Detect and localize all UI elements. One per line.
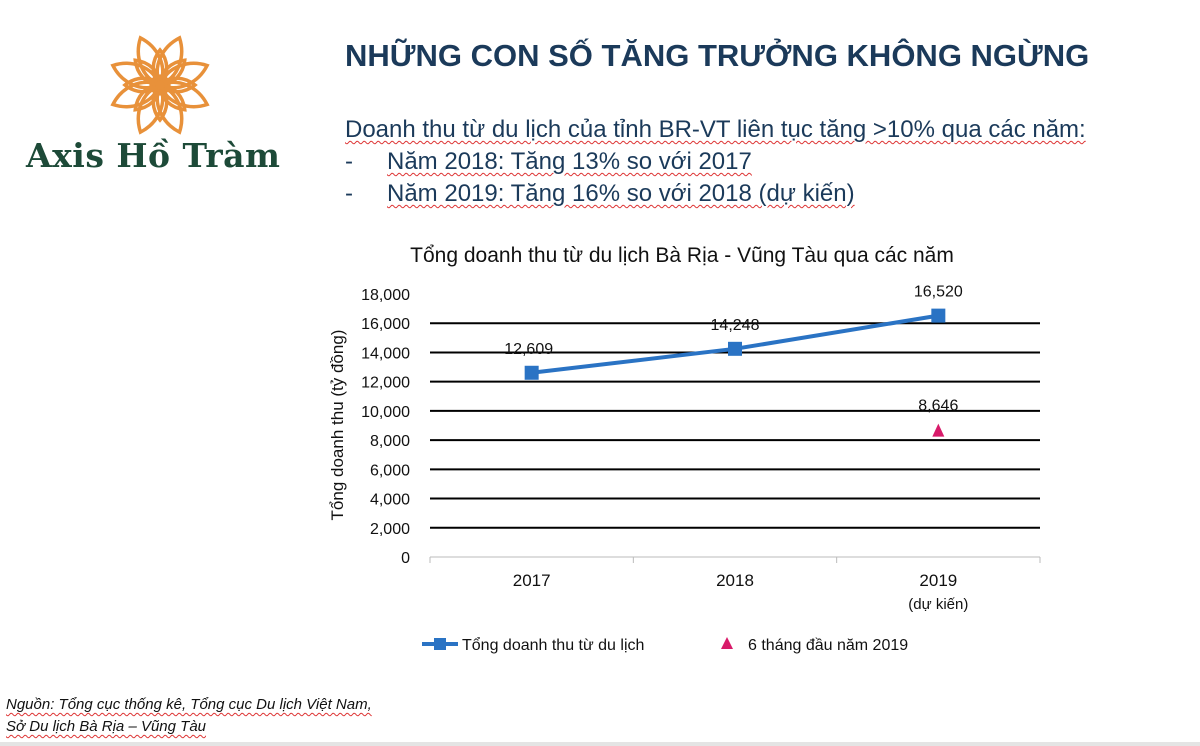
y-tick-label: 2,000: [370, 521, 410, 538]
logo-petal: [136, 82, 165, 135]
legend-label: Tổng doanh thu từ du lịch: [462, 636, 644, 654]
y-tick-label: 10,000: [361, 404, 410, 421]
bullet-dash: -: [345, 148, 353, 175]
bottom-strip: [0, 742, 1200, 746]
logo-petal: [122, 76, 163, 94]
logo-petal: [151, 82, 169, 123]
data-point-square: [524, 365, 539, 380]
logo-petal: [157, 61, 210, 90]
y-axis-label: Tổng doanh thu (tỷ đồng): [328, 330, 347, 521]
y-tick-label: 8,000: [370, 433, 410, 450]
y-tick-label: 6,000: [370, 462, 410, 479]
page-title: NHỮNG CON SỐ TĂNG TRƯỞNG KHÔNG NGỪNG: [345, 38, 1090, 73]
legend-square-marker: [434, 638, 446, 650]
y-tick-label: 4,000: [370, 492, 410, 509]
logo-petal: [151, 47, 169, 88]
x-tick-label: 2019: [919, 571, 957, 590]
logo-flower-icon: [110, 35, 210, 135]
y-tick-label: 14,000: [361, 345, 410, 362]
logo-petal: [157, 76, 198, 94]
bullet-text: Năm 2019: Tăng 16% so với 2018 (dự kiến): [387, 180, 855, 207]
data-point-square: [728, 341, 742, 356]
logo-petal: [155, 82, 184, 135]
data-label: 8,646: [918, 398, 958, 415]
data-label: 16,520: [914, 284, 963, 301]
chart-title: Tổng doanh thu từ du lịch Bà Rịa - Vũng …: [410, 244, 954, 267]
logo-petal: [158, 58, 187, 87]
source-footnote: Nguồn: Tổng cục thống kê, Tổng cục Du lị…: [6, 694, 372, 738]
data-label: 14,248: [711, 317, 760, 334]
summary-intro: Doanh thu từ du lịch của tỉnh BR-VT liên…: [345, 116, 1086, 143]
logo-petal: [133, 83, 162, 112]
x-tick-label: 2017: [513, 571, 551, 590]
y-tick-label: 16,000: [361, 316, 410, 333]
x-tick-sublabel: (dự kiến): [908, 596, 968, 613]
logo-petal: [133, 58, 162, 87]
logo-petal: [110, 61, 163, 90]
legend-triangle-marker: [721, 637, 733, 649]
x-tick-label: 2018: [716, 571, 754, 590]
bullet-text: Năm 2018: Tăng 13% so với 2017: [387, 148, 752, 175]
y-tick-label: 18,000: [361, 287, 410, 304]
bullet-dash: -: [345, 180, 353, 207]
data-point-triangle: [932, 423, 945, 437]
y-tick-label: 12,000: [361, 375, 410, 392]
footnote-line: Nguồn: Tổng cục thống kê, Tổng cục Du lị…: [6, 696, 372, 713]
logo-petal: [155, 35, 184, 88]
summary-bullet: - Năm 2018: Tăng 13% so với 2017: [345, 148, 752, 176]
footnote-line: Sở Du lịch Bà Rịa – Vũng Tàu: [6, 718, 207, 735]
logo-petal: [136, 35, 165, 88]
logo-petal: [110, 80, 163, 109]
summary-bullet: - Năm 2019: Tăng 16% so với 2018 (dự kiến…: [345, 180, 855, 208]
legend-label: 6 tháng đầu năm 2019: [748, 637, 908, 654]
data-point-square: [931, 308, 946, 323]
logo-petal: [157, 80, 210, 109]
logo-text: Axis Hồ Tràm: [26, 136, 281, 175]
y-tick-label: 0: [401, 550, 410, 567]
logo-petal: [158, 83, 187, 112]
data-label: 12,609: [504, 341, 553, 358]
